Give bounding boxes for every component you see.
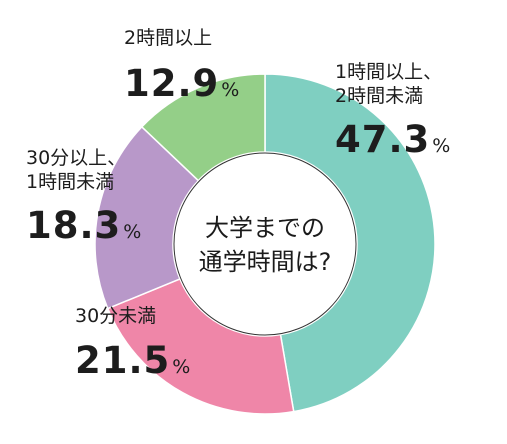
pie-slice-3 (140, 73, 266, 182)
slice-value-1: 21.5 (75, 339, 170, 382)
slice-label-2-line-0: 30分以上、 (26, 147, 126, 169)
slice-unit-1: % (172, 356, 190, 378)
slice-label-2-line-1: 1時間未満 (26, 171, 114, 193)
slice-label-1-line-0: 30分未満 (75, 305, 156, 327)
slice-label-0-line-1: 2時間未満 (335, 85, 423, 107)
slice-value-3: 12.9 (124, 62, 219, 105)
pie-slice-0 (264, 73, 436, 413)
pie-slice-1 (106, 277, 295, 415)
slice-value-2: 18.3 (26, 204, 121, 247)
slice-unit-0: % (432, 135, 450, 157)
slice-unit-3: % (221, 79, 239, 101)
slice-value-0: 47.3 (335, 118, 430, 161)
slice-label-group-1: 30分未満 21.5% (75, 305, 190, 382)
center-circle (173, 152, 357, 336)
slice-label-group-0: 1時間以上、2時間未満 47.3% (335, 61, 450, 161)
slice-label-3-line-0: 2時間以上 (124, 27, 212, 49)
slice-unit-2: % (123, 221, 141, 243)
slice-label-group-3: 2時間以上 12.9% (124, 27, 239, 105)
center-title-line-1: 通学時間は? (199, 248, 332, 276)
center-title-line-0: 大学までの (205, 214, 325, 242)
slice-label-0-line-0: 1時間以上、 (335, 61, 442, 83)
slice-label-group-2: 30分以上、1時間未満 18.3% (26, 147, 141, 247)
